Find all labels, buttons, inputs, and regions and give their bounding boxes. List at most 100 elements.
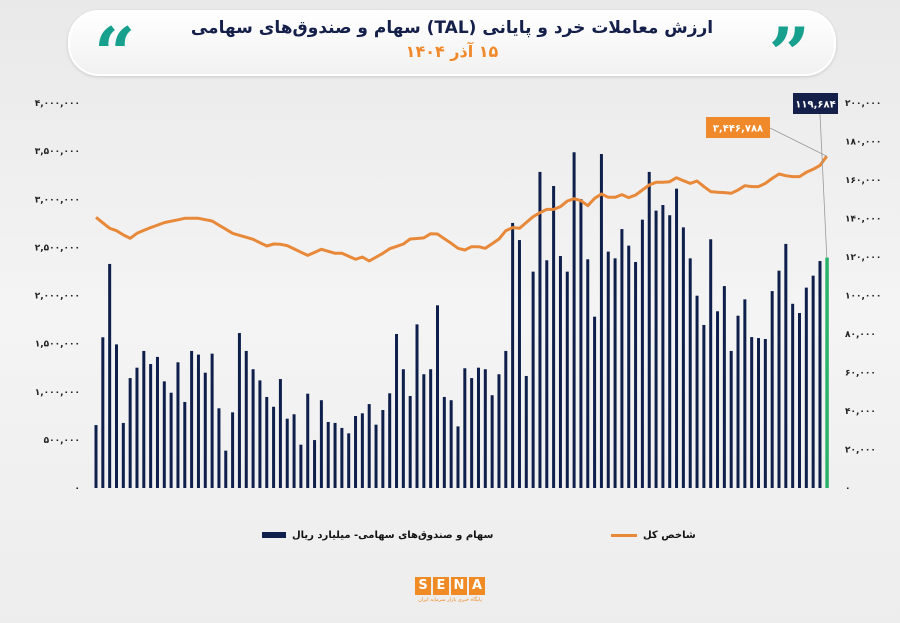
- bar: [196, 354, 200, 488]
- right-axis-tick-label: ۲۰,۰۰۰: [845, 446, 876, 456]
- bar: [278, 379, 282, 488]
- right-axis-tick-label: ۰: [845, 484, 851, 494]
- bar: [763, 339, 767, 488]
- bar: [374, 424, 378, 488]
- bar: [313, 440, 317, 488]
- bar: [620, 229, 624, 488]
- open-quote-icon: “: [94, 11, 136, 96]
- left-axis-tick-label: ۳,۰۰۰,۰۰۰: [35, 195, 80, 205]
- bar: [757, 338, 761, 488]
- left-axis-tick-label: ۱,۵۰۰,۰۰۰: [35, 340, 80, 350]
- bar: [545, 260, 549, 488]
- bar: [613, 258, 617, 488]
- bar: [497, 374, 501, 488]
- bar: [797, 313, 801, 488]
- sena-logo: S E N A پایگاه خبری بازار سرمایه ایران: [414, 577, 486, 603]
- bar: [128, 378, 132, 488]
- bar-annotation-leader: [819, 113, 828, 258]
- bar: [702, 324, 706, 488]
- legend-line-label: شاخص کل: [643, 529, 696, 541]
- bar: [640, 219, 644, 488]
- legend-item-line: شاخص کل: [611, 527, 696, 543]
- bar: [142, 350, 146, 488]
- right-axis-tick-label: ۶۰,۰۰۰: [845, 369, 876, 379]
- bar: [750, 337, 754, 488]
- bar: [347, 433, 351, 488]
- bar: [210, 353, 214, 488]
- bar: [162, 381, 166, 488]
- bar: [524, 375, 528, 488]
- bar: [791, 303, 795, 488]
- bar: [101, 337, 105, 488]
- bar: [668, 215, 672, 489]
- bar: [538, 171, 542, 489]
- bar: [770, 291, 774, 488]
- bar: [811, 275, 815, 488]
- right-axis-tick-label: ۴۰,۰۰۰: [845, 407, 876, 417]
- bar: [149, 364, 153, 488]
- bar: [456, 426, 460, 488]
- logo-letter: A: [469, 577, 485, 595]
- bar: [565, 271, 569, 488]
- bar: [722, 286, 726, 488]
- legend-bars-swatch: [262, 532, 286, 538]
- left-axis-tick-label: ۱,۰۰۰,۰۰۰: [35, 388, 80, 398]
- last-index-value-label: ۳,۴۴۶,۷۸۸: [713, 124, 763, 135]
- bar: [552, 185, 556, 488]
- bar: [251, 369, 255, 488]
- bar: [483, 369, 487, 488]
- bar: [190, 350, 194, 488]
- right-axis-tick-label: ۱۸۰,۰۰۰: [845, 138, 881, 148]
- bar: [183, 401, 187, 488]
- bar: [367, 404, 371, 488]
- index-annotation-box: [706, 117, 770, 138]
- bar: [504, 350, 508, 488]
- bar: [326, 421, 330, 488]
- bar: [285, 418, 289, 488]
- bar: [354, 416, 358, 488]
- last-bar-value-label: ۱۱۹,۶۸۴: [795, 100, 835, 111]
- bar: [429, 369, 433, 488]
- bar: [586, 259, 590, 488]
- bar: [442, 396, 446, 488]
- bar: [476, 367, 480, 488]
- bar: [579, 199, 583, 488]
- bar: [203, 372, 207, 488]
- bar: [627, 245, 631, 488]
- bar: [340, 427, 344, 488]
- bar: [695, 295, 699, 488]
- bar: [661, 205, 665, 488]
- bar: [531, 271, 535, 488]
- bar: [114, 344, 118, 488]
- bar: [333, 422, 337, 488]
- bar: [306, 393, 310, 488]
- bar: [784, 243, 788, 488]
- chart-date: ۱۵ آذر ۱۴۰۴: [405, 42, 499, 61]
- logo-letter: S: [415, 577, 431, 595]
- bar: [558, 256, 562, 488]
- bar: [265, 396, 269, 488]
- bar: [743, 299, 747, 488]
- bar: [272, 406, 276, 488]
- bar: [463, 368, 467, 488]
- bar: [599, 154, 603, 488]
- bar: [470, 378, 474, 488]
- chart-title: ارزش معاملات خرد و پایانی (TAL) سهام و ص…: [190, 18, 714, 38]
- bar: [381, 410, 385, 488]
- bar: [408, 395, 412, 488]
- bar: [490, 395, 494, 488]
- right-axis-tick-label: ۱۲۰,۰۰۰: [845, 253, 881, 263]
- legend-bars-label: سهام و صندوق‌های سهامی- میلیارد ریال: [292, 529, 494, 541]
- index-annotation-leader: [769, 127, 827, 157]
- close-quote-icon: ”: [768, 11, 810, 96]
- bar: [94, 425, 98, 488]
- right-axis-tick-label: ۸۰,۰۰۰: [845, 330, 876, 340]
- right-axis-tick-label: ۱۴۰,۰۰۰: [845, 215, 881, 225]
- bar: [422, 374, 426, 488]
- left-axis-tick-label: ۲,۰۰۰,۰۰۰: [35, 292, 80, 302]
- bar: [415, 324, 419, 488]
- bar: [777, 270, 781, 488]
- bar: [299, 444, 303, 488]
- bar: [716, 311, 720, 488]
